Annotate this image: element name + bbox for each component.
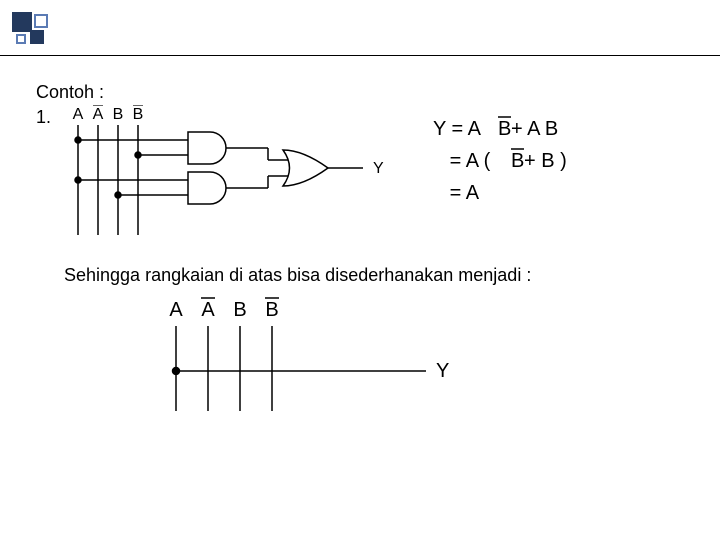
rail-label-A: A: [73, 106, 84, 123]
eq-line1-b: B: [498, 118, 511, 140]
eq-line2-a: = A (: [433, 150, 491, 172]
decor-squares: [12, 12, 72, 52]
rail2-label-Bbar: B: [265, 299, 278, 321]
heading: Contoh :: [36, 82, 696, 103]
circuit-1: A A B B: [68, 105, 398, 245]
eq-line3: = A: [433, 182, 480, 204]
rail2-label-B: B: [233, 299, 246, 321]
eq-line2-c: + B ): [524, 150, 567, 172]
circuit-2: A A B B Y: [166, 296, 506, 426]
output-label-Y-1: Y: [373, 160, 384, 177]
slide-content: Contoh : 1. A A B B: [36, 80, 696, 426]
eq-line2-b: B: [511, 150, 524, 172]
decor-square-outline-2: [16, 34, 26, 44]
top-rule: [0, 55, 720, 56]
decor-square-outline-1: [34, 14, 48, 28]
row-1: A A B B: [68, 105, 642, 245]
output-label-Y-2: Y: [436, 360, 449, 382]
rail2-label-A: A: [169, 299, 183, 321]
rail2-label-Abar: A: [201, 299, 215, 321]
rail-label-Abar: A: [93, 106, 104, 123]
decor-square-filled-1: [12, 12, 32, 32]
item-number: 1.: [36, 107, 64, 128]
equations: Y = A B + A B = A ( B + B ) = A: [433, 105, 643, 225]
decor-square-filled-2: [30, 30, 44, 44]
rail-label-Bbar: B: [133, 106, 144, 123]
eq-line1-a: Y = A: [433, 118, 482, 140]
eq-line1-c: + A B: [511, 118, 558, 140]
rail-label-B: B: [113, 106, 124, 123]
conclusion-text: Sehingga rangkaian di atas bisa disederh…: [64, 265, 696, 286]
